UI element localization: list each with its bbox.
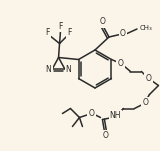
Text: O: O <box>103 131 108 140</box>
Text: F: F <box>58 22 63 31</box>
Text: CH₃: CH₃ <box>140 25 153 31</box>
Text: NH: NH <box>110 111 121 120</box>
Text: O: O <box>143 98 148 107</box>
Text: N: N <box>46 65 51 74</box>
Text: O: O <box>145 74 151 83</box>
Text: N: N <box>66 65 71 74</box>
Text: O: O <box>100 18 106 26</box>
Text: F: F <box>67 28 72 37</box>
Text: O: O <box>120 29 126 37</box>
Text: O: O <box>88 109 94 118</box>
Text: F: F <box>45 28 50 37</box>
Text: O: O <box>117 59 123 68</box>
